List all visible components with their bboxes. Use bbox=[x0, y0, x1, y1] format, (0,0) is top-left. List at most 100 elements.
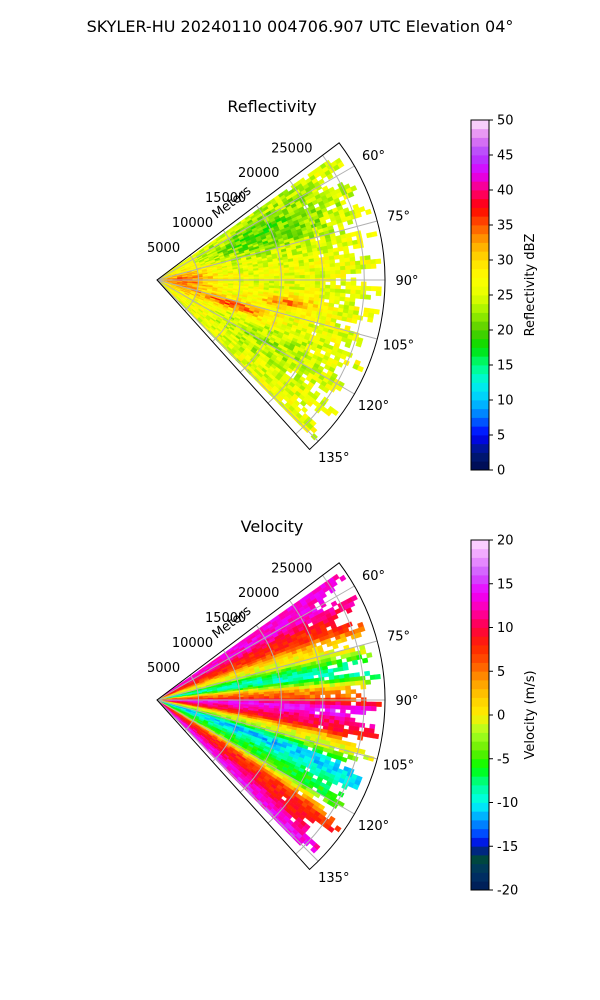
azimuth-tick-label: 135° bbox=[318, 451, 349, 466]
data-cell bbox=[340, 708, 346, 714]
data-cell bbox=[350, 269, 357, 274]
data-cell bbox=[284, 689, 290, 694]
data-cell bbox=[330, 281, 336, 286]
radial-tick-label: 5000 bbox=[147, 241, 180, 256]
data-cell bbox=[294, 286, 300, 291]
data-cell bbox=[268, 700, 275, 704]
data-cell bbox=[263, 271, 270, 275]
data-cell bbox=[294, 689, 300, 693]
data-cell bbox=[348, 252, 355, 258]
data-cell bbox=[355, 709, 362, 715]
data-cell bbox=[324, 288, 331, 293]
data-cell bbox=[329, 266, 336, 272]
data-cell bbox=[238, 276, 245, 280]
reflectivity-panel: Reflectivity500010000150002000025000Mete… bbox=[147, 97, 538, 479]
data-cell bbox=[299, 688, 306, 693]
colorbar-swatch bbox=[471, 295, 489, 305]
data-cell bbox=[355, 264, 362, 270]
data-cell bbox=[365, 294, 372, 300]
data-cell bbox=[314, 284, 321, 289]
colorbar-swatch bbox=[471, 365, 489, 375]
data-cell bbox=[347, 191, 355, 198]
data-cell bbox=[299, 271, 306, 276]
data-cell bbox=[314, 271, 321, 276]
data-cell bbox=[238, 696, 245, 700]
data-cell bbox=[339, 265, 346, 271]
data-cell bbox=[314, 274, 321, 279]
data-cell bbox=[371, 231, 378, 238]
data-cell bbox=[345, 289, 351, 295]
data-cell bbox=[299, 281, 306, 285]
data-cell bbox=[329, 686, 336, 692]
data-cell bbox=[343, 720, 350, 726]
data-cell bbox=[346, 317, 353, 323]
data-cell bbox=[243, 700, 250, 703]
azimuth-tick-label: 120° bbox=[358, 399, 389, 414]
data-cell bbox=[337, 666, 344, 672]
colorbar-tick-label: 20 bbox=[497, 324, 514, 339]
data-cell bbox=[342, 665, 349, 671]
data-cell bbox=[294, 280, 301, 285]
data-cell bbox=[324, 708, 331, 713]
data-cell bbox=[312, 670, 319, 676]
colorbar-swatch bbox=[471, 338, 489, 348]
data-cell bbox=[268, 280, 275, 284]
colorbar-swatch bbox=[471, 373, 489, 383]
data-cell bbox=[340, 281, 346, 286]
data-cell bbox=[279, 283, 285, 287]
data-cell bbox=[273, 693, 280, 697]
data-cell bbox=[289, 269, 295, 274]
colorbar-swatch bbox=[471, 233, 489, 243]
colorbar-tick-label: 0 bbox=[497, 464, 505, 479]
data-cell bbox=[334, 686, 341, 691]
data-cell bbox=[314, 691, 321, 696]
data-cell bbox=[330, 704, 336, 710]
data-cell bbox=[330, 690, 336, 695]
data-cell bbox=[344, 342, 352, 349]
data-cell bbox=[334, 266, 341, 271]
data-cell bbox=[367, 732, 375, 739]
data-cell bbox=[248, 696, 255, 700]
data-cell bbox=[349, 261, 356, 266]
data-cell bbox=[339, 261, 346, 267]
data-cell bbox=[289, 692, 295, 696]
data-cell bbox=[365, 705, 372, 712]
data-cell bbox=[299, 274, 306, 279]
data-cell bbox=[324, 295, 331, 300]
data-cell bbox=[352, 243, 359, 250]
data-cell bbox=[330, 270, 336, 275]
data-cell bbox=[339, 258, 346, 263]
data-cell bbox=[324, 686, 331, 692]
data-cell bbox=[248, 694, 255, 698]
data-cell bbox=[335, 705, 341, 710]
data-cell bbox=[288, 266, 295, 271]
data-cell bbox=[335, 285, 341, 290]
data-cell bbox=[263, 280, 270, 284]
data-cell bbox=[350, 281, 357, 287]
data-cell bbox=[268, 695, 275, 699]
data-cell bbox=[350, 289, 357, 295]
data-cell bbox=[335, 273, 341, 279]
data-cell bbox=[329, 682, 336, 688]
data-cell bbox=[330, 284, 336, 290]
data-cell bbox=[329, 712, 336, 717]
colorbar-swatch bbox=[471, 312, 489, 322]
data-cell bbox=[339, 292, 346, 298]
colorbar-swatch bbox=[471, 190, 489, 200]
data-cell bbox=[309, 701, 316, 705]
colorbar-swatch bbox=[471, 242, 489, 252]
data-cell bbox=[253, 700, 260, 704]
colorbar-tick-label: 10 bbox=[497, 394, 514, 409]
radial-tick-label: 25000 bbox=[271, 141, 312, 156]
colorbar-swatch bbox=[471, 137, 489, 147]
data-cell bbox=[339, 678, 346, 683]
data-cell bbox=[309, 688, 316, 693]
data-cell bbox=[331, 659, 338, 666]
data-cell bbox=[339, 712, 346, 718]
data-cell bbox=[304, 691, 311, 696]
data-cell bbox=[304, 271, 311, 276]
data-cell bbox=[350, 285, 357, 291]
data-cell bbox=[353, 672, 361, 678]
colorbar-swatch bbox=[471, 435, 489, 445]
